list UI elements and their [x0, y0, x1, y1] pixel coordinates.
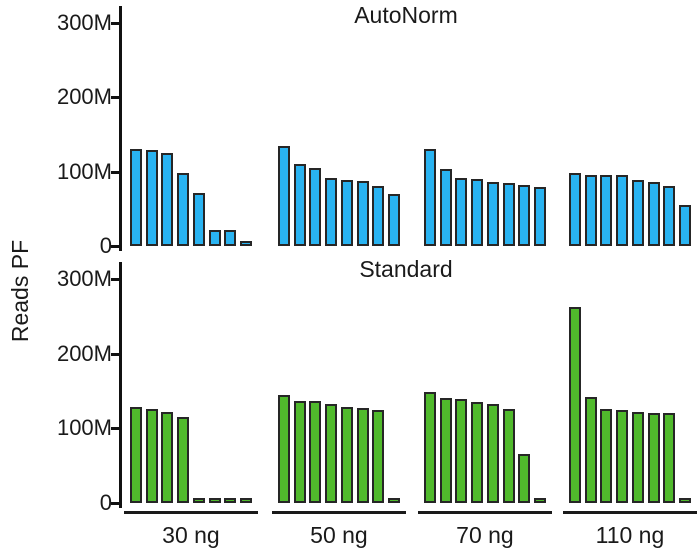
bar: [616, 410, 628, 503]
bar: [177, 173, 189, 246]
bar: [130, 149, 142, 246]
bar: [388, 194, 400, 246]
y-tick-label: 200M: [56, 340, 112, 366]
bar: [503, 183, 515, 246]
bar: [372, 410, 384, 503]
y-tick-mark: [111, 96, 120, 100]
bar: [177, 417, 189, 503]
y-tick-label: 100M: [56, 415, 112, 441]
y-tick-label: 0: [99, 233, 112, 258]
bar: [600, 409, 612, 503]
y-tick-mark: [111, 502, 120, 505]
x-axis-label: 110 ng: [595, 522, 665, 548]
bar: [278, 146, 290, 246]
bar: [193, 498, 205, 503]
y-tick-mark: [111, 22, 120, 26]
bar: [440, 398, 452, 503]
bar: [632, 412, 644, 503]
bar: [224, 230, 236, 246]
bar: [294, 164, 306, 246]
bar: [161, 412, 173, 503]
bar: [518, 454, 530, 503]
y-tick-label: 300M: [56, 265, 112, 291]
bar: [503, 409, 515, 503]
bar: [569, 307, 581, 503]
bar: [648, 182, 660, 246]
bar: [278, 395, 290, 503]
bar: [357, 181, 369, 246]
y-tick-label: 300M: [56, 10, 112, 36]
bar: [325, 404, 337, 503]
bar: [487, 404, 499, 503]
y-tick-mark: [111, 277, 120, 281]
bar: [209, 230, 221, 246]
panel-title-standard: Standard: [359, 256, 453, 282]
bar: [455, 178, 467, 246]
bar: [424, 392, 436, 503]
bar: [357, 408, 369, 503]
bar: [209, 498, 221, 503]
bar: [679, 498, 691, 503]
y-tick-mark: [111, 170, 120, 174]
bar: [388, 498, 400, 503]
x-axis-group-line: [272, 511, 406, 514]
bar: [240, 241, 252, 246]
x-axis-group-line: [124, 511, 258, 514]
bar: [455, 399, 467, 503]
x-axis-label: 50 ng: [310, 522, 368, 548]
bar: [130, 407, 142, 503]
bar: [616, 175, 628, 246]
bar: [663, 413, 675, 503]
bar: [487, 182, 499, 246]
bar: [569, 173, 581, 246]
y-tick-mark: [111, 245, 120, 248]
bar: [341, 407, 353, 503]
bar: [424, 149, 436, 246]
bar: [585, 397, 597, 503]
bar: [534, 498, 546, 503]
bar: [585, 175, 597, 246]
bar: [146, 150, 158, 246]
bar: [161, 153, 173, 246]
x-axis-group-line: [563, 511, 697, 514]
y-axis-line: [119, 6, 122, 251]
bar: [341, 180, 353, 246]
y-tick-label: 200M: [56, 84, 112, 110]
bar: [600, 175, 612, 246]
bar: [648, 413, 660, 503]
y-tick-label: 0: [99, 490, 112, 515]
bar: [471, 179, 483, 246]
bar: [632, 180, 644, 246]
y-tick-mark: [111, 352, 120, 356]
y-tick-mark: [111, 427, 120, 431]
x-axis-label: 70 ng: [456, 522, 514, 548]
bar: [294, 401, 306, 503]
bar: [471, 402, 483, 503]
bar: [224, 498, 236, 503]
panel-title-autonorm: AutoNorm: [354, 2, 458, 28]
bar: [240, 498, 252, 503]
bar: [440, 169, 452, 246]
x-axis-label: 30 ng: [162, 522, 220, 548]
bar: [518, 185, 530, 246]
x-axis-group-line: [418, 511, 552, 514]
bar: [309, 401, 321, 503]
bar: [372, 186, 384, 246]
y-tick-label: 100M: [56, 158, 112, 184]
y-axis-line: [119, 262, 122, 508]
bar: [663, 186, 675, 246]
bar: [309, 168, 321, 246]
bar: [146, 409, 158, 503]
bar: [325, 178, 337, 246]
bar: [193, 193, 205, 246]
bar: [534, 187, 546, 246]
bar: [679, 205, 691, 246]
